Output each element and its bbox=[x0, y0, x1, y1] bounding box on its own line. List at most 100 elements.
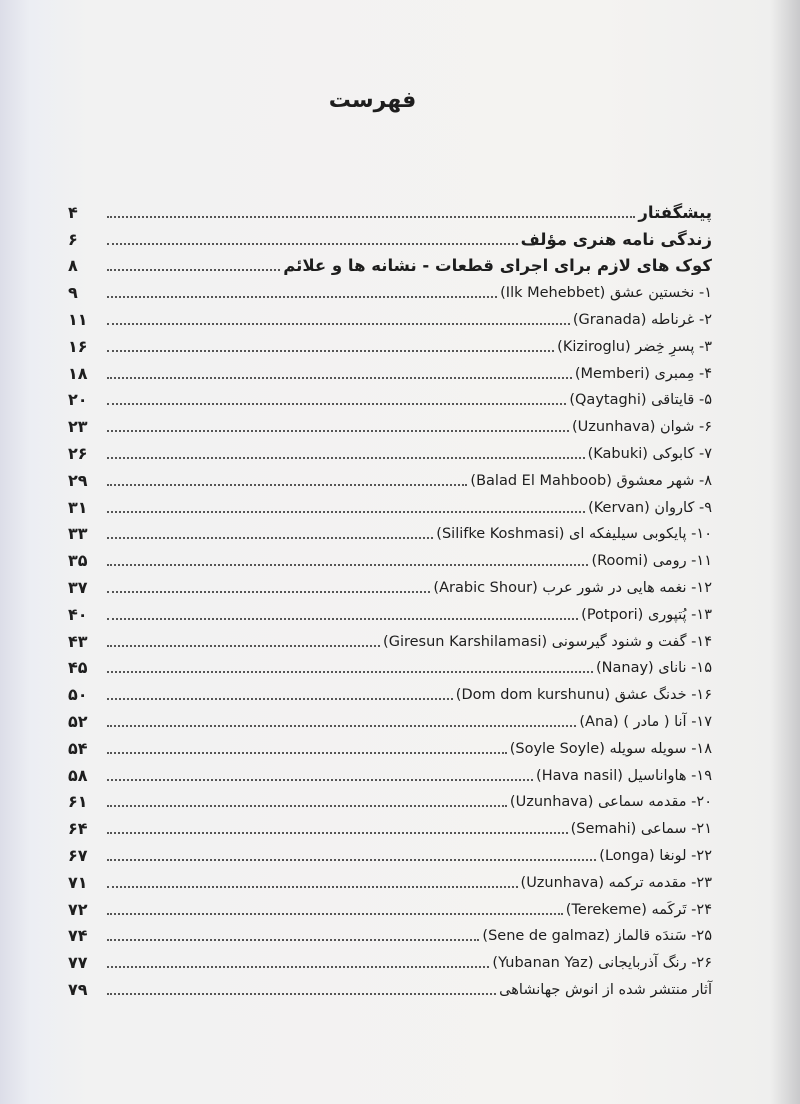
toc-entry-page: ۴۰ bbox=[68, 604, 88, 624]
toc-entry-page: ۱۸ bbox=[68, 363, 88, 383]
toc-entry-title: ۲۱- سماعی (Semahi) bbox=[570, 821, 712, 838]
dot-leader bbox=[107, 939, 480, 942]
toc-entry-page: ۵۴ bbox=[68, 738, 88, 758]
toc-entry-title: ۱- نخستین عشق (Ilk Mehebbet) bbox=[500, 285, 712, 302]
toc-entry-page: ۵۲ bbox=[68, 711, 88, 731]
toc-entry: ۸- شهر معشوق (Balad El Mahboob) ۲۹ bbox=[68, 464, 712, 491]
toc-entry: ۱۵- نانای (Nanay) ۴۵ bbox=[68, 652, 712, 679]
dot-leader bbox=[107, 992, 497, 995]
toc-entry: ۲۲- لونغا (Longa) ۶۷ bbox=[68, 839, 712, 866]
toc-entry-title: ۲۶- رنگ آذربایجانی (Yubanan Yaz) bbox=[492, 955, 712, 972]
toc-entry-title: ۲۰- مقدمه سماعی (Uzunhava) bbox=[509, 794, 712, 811]
toc-entry: کوک های لازم برای اجرای قطعات - نشانه ها… bbox=[68, 250, 712, 277]
dot-leader bbox=[107, 912, 563, 915]
toc-entry-title: ۶- شوان (Uzunhava) bbox=[571, 419, 712, 436]
toc-entry: ۳- پسرِ خِضر (Kiziroglu) ۱۶ bbox=[68, 330, 712, 357]
toc-entry-title: پیشگفتار bbox=[638, 202, 712, 222]
toc-entry: ۱۹- هاواناسیل (Hava nasil) ۵۸ bbox=[68, 759, 712, 786]
toc-entry-title: ۴- مِمبری (Memberi) bbox=[574, 365, 712, 382]
dot-leader bbox=[107, 296, 498, 299]
dot-leader bbox=[107, 483, 468, 486]
dot-leader bbox=[107, 724, 577, 727]
toc-entry-title: ۲۴- تَرکَمه (Terekeme) bbox=[565, 901, 712, 918]
toc-entry-page: ۲۹ bbox=[68, 470, 88, 490]
dot-leader bbox=[107, 644, 381, 647]
toc-entry: ۹- کاروان (Kervan) ۳۱ bbox=[68, 491, 712, 518]
dot-leader bbox=[107, 322, 570, 325]
toc-entry-title: ۱۵- نانای (Nanay) bbox=[595, 660, 712, 677]
toc-entry-title: ۲۳- مقدمه ترکمه (Uzunhava) bbox=[520, 874, 712, 891]
toc-entry-title: ۱۲- نغمه هایی در شور عرب (Arabic Shour) bbox=[433, 579, 712, 596]
toc-entry: ۱۷- آنا ( مادر ) (Ana) ۵۲ bbox=[68, 705, 712, 732]
toc-entry: ۲۰- مقدمه سماعی (Uzunhava) ۶۱ bbox=[68, 786, 712, 813]
toc-entry-page: ۵۸ bbox=[68, 765, 88, 785]
toc-entry: ۲۶- رنگ آذربایجانی (Yubanan Yaz) ۷۷ bbox=[68, 946, 712, 973]
toc-entry-page: ۳۱ bbox=[68, 497, 88, 517]
toc-entry-title: ۲- غرناطه (Granada) bbox=[572, 311, 712, 328]
toc-entry: ۱۱- رومی (Roomi) ۳۵ bbox=[68, 544, 712, 571]
toc-entry: ۶- شوان (Uzunhava) ۲۳ bbox=[68, 410, 712, 437]
toc-entry-title: ۳- پسرِ خِضر (Kiziroglu) bbox=[557, 338, 712, 355]
dot-leader bbox=[107, 537, 434, 540]
toc-entry: ۲۴- تَرکَمه (Terekeme) ۷۲ bbox=[68, 893, 712, 920]
page-title: فهرست bbox=[328, 88, 417, 113]
toc-entry-page: ۵۰ bbox=[68, 685, 88, 705]
toc-entry-title: ۱۱- رومی (Roomi) bbox=[591, 553, 712, 570]
toc-entry-title: ۲۲- لونغا (Longa) bbox=[599, 847, 712, 864]
toc-entry-title: کوک های لازم برای اجرای قطعات - نشانه ها… bbox=[283, 256, 712, 276]
toc-entry: ۷- کابوکی (Kabuki) ۲۶ bbox=[68, 437, 712, 464]
dot-leader bbox=[107, 564, 589, 567]
dot-leader bbox=[107, 269, 281, 272]
toc-entry-page: ۷۲ bbox=[68, 899, 88, 919]
toc-entry-page: ۷۹ bbox=[68, 979, 88, 999]
toc-entry-page: ۴۵ bbox=[68, 658, 88, 678]
toc-entry-page: ۶۷ bbox=[68, 845, 88, 865]
toc-entry-page: ۷۱ bbox=[68, 872, 88, 892]
toc-entry-title: ۷- کابوکی (Kabuki) bbox=[587, 445, 712, 462]
toc-entry: ۲۵- سَندَه قالماز (Sene de galmaz) ۷۴ bbox=[68, 920, 712, 947]
toc-entry: ۱۴- گفت و شنود گیرسونی (Giresun Karshila… bbox=[68, 625, 712, 652]
toc-entry: ۱۰- پایکوبی سیلیفکه ای (Silifke Koshmasi… bbox=[68, 518, 712, 545]
toc-entry-page: ۸ bbox=[68, 256, 78, 276]
toc-entry-title: ۱۴- گفت و شنود گیرسونی (Giresun Karshila… bbox=[383, 633, 712, 650]
toc-entry: ۱۸- سویله سویله (Soyle Soyle) ۵۴ bbox=[68, 732, 712, 759]
toc-entry: ۲۳- مقدمه ترکمه (Uzunhava) ۷۱ bbox=[68, 866, 712, 893]
dot-leader bbox=[107, 590, 431, 593]
toc-entry-page: ۷۴ bbox=[68, 926, 88, 946]
toc-entry-page: ۱۱ bbox=[68, 309, 88, 329]
toc-entry: آثار منتشر شده از انوش جهانشاهی ۷۹ bbox=[68, 973, 712, 1000]
toc-entry-title: ۱۷- آنا ( مادر ) (Ana) bbox=[579, 713, 712, 730]
toc-entry: ۲- غرناطه (Granada) ۱۱ bbox=[68, 303, 712, 330]
toc-entry-page: ۲۰ bbox=[68, 390, 88, 410]
dot-leader bbox=[107, 215, 636, 218]
toc-entry-page: ۳۳ bbox=[68, 524, 88, 544]
dot-leader bbox=[107, 510, 586, 513]
toc-entry-title: ۱۹- هاواناسیل (Hava nasil) bbox=[536, 767, 712, 784]
toc-entry-title: ۱۸- سویله سویله (Soyle Soyle) bbox=[509, 740, 712, 757]
toc-entry: ۱۶- خدنگ عشق (Dom dom kurshunu) ۵۰ bbox=[68, 678, 712, 705]
toc-entry: ۵- قایتاقی (Qaytaghi) ۲۰ bbox=[68, 384, 712, 411]
dot-leader bbox=[107, 671, 593, 674]
dot-leader bbox=[107, 376, 572, 379]
dot-leader bbox=[107, 242, 518, 245]
dot-leader bbox=[107, 858, 597, 861]
toc-entry-page: ۷۷ bbox=[68, 953, 88, 973]
toc-entry-page: ۶۴ bbox=[68, 819, 88, 839]
dot-leader bbox=[107, 617, 579, 620]
toc-entry-page: ۶۱ bbox=[68, 792, 88, 812]
toc-entry-title: آثار منتشر شده از انوش جهانشاهی bbox=[499, 981, 712, 998]
toc-entry: ۱- نخستین عشق (Ilk Mehebbet) ۹ bbox=[68, 276, 712, 303]
dot-leader bbox=[107, 778, 534, 781]
dot-leader bbox=[107, 456, 585, 459]
toc-entry-page: ۲۳ bbox=[68, 417, 88, 437]
dot-leader bbox=[107, 751, 507, 754]
dot-leader bbox=[107, 430, 569, 433]
toc-entry-page: ۹ bbox=[68, 283, 78, 303]
dot-leader bbox=[107, 966, 490, 969]
toc-entry-page: ۳۷ bbox=[68, 577, 88, 597]
dot-leader bbox=[107, 403, 567, 406]
toc-entry-title: ۱۶- خدنگ عشق (Dom dom kurshunu) bbox=[455, 687, 712, 704]
dot-leader bbox=[107, 698, 453, 701]
dot-leader bbox=[107, 349, 555, 352]
toc-entry-page: ۴۳ bbox=[68, 631, 88, 651]
